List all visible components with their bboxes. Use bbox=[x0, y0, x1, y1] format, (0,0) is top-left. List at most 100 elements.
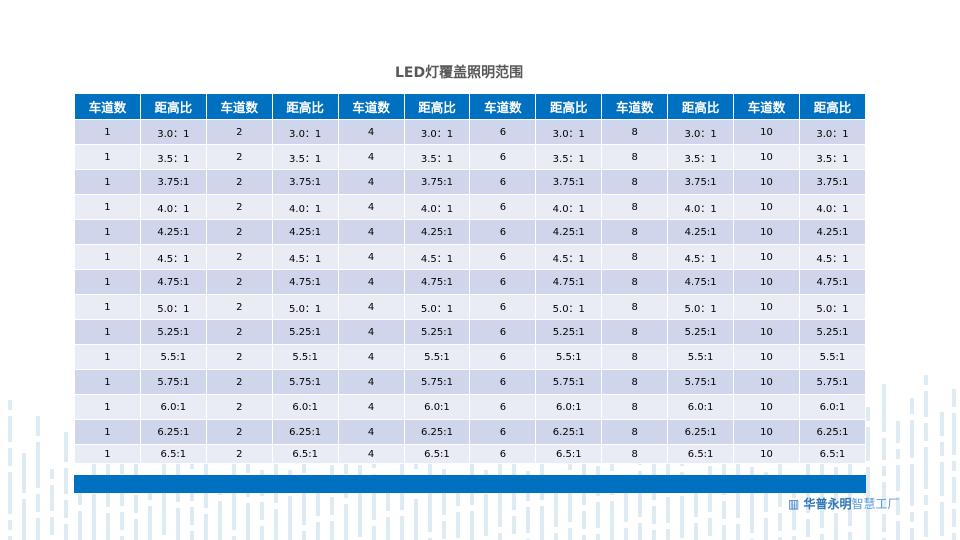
stripe bbox=[940, 462, 944, 496]
lane-count-cell: 4 bbox=[337, 244, 405, 270]
lane-count-cell: 10 bbox=[733, 169, 800, 195]
lane-count-cell: 10 bbox=[733, 319, 800, 345]
ratio-cell: 5.75:1 bbox=[667, 369, 735, 395]
stripe bbox=[582, 535, 586, 540]
ratio-cell: 5.75:1 bbox=[139, 369, 207, 395]
table-row: 1 4.25:1 2 4.25:1 4 4.25:1 6 4.25:1 8 4.25:1 10 4.2… bbox=[74, 219, 867, 245]
stripe bbox=[428, 460, 432, 480]
lane-count-cell: 4 bbox=[337, 319, 405, 345]
lane-count-cell: 8 bbox=[601, 144, 669, 170]
lane-count-cell: 2 bbox=[205, 219, 273, 245]
ratio-cell: 4.75:1 bbox=[139, 269, 207, 295]
stripe bbox=[666, 529, 670, 540]
lane-count-cell: 4 bbox=[337, 444, 405, 464]
lane-count-cell: 2 bbox=[205, 319, 273, 345]
stripe bbox=[924, 375, 928, 385]
stripe bbox=[22, 499, 26, 540]
stripe bbox=[498, 533, 502, 540]
stripe bbox=[400, 492, 404, 510]
stripe bbox=[568, 528, 572, 540]
lane-count-cell: 2 bbox=[205, 119, 273, 145]
lane-count-cell: 10 bbox=[733, 344, 800, 370]
lane-count-cell: 2 bbox=[205, 244, 273, 270]
stripe bbox=[106, 489, 110, 507]
stripe bbox=[8, 400, 12, 410]
stripe bbox=[260, 502, 264, 520]
lane-count-cell: 8 bbox=[601, 244, 669, 270]
stripe bbox=[848, 508, 852, 526]
lane-count-cell: 1 bbox=[74, 244, 141, 270]
ratio-cell: 6.5:1 bbox=[271, 444, 339, 464]
stripe bbox=[36, 518, 40, 540]
lane-count-cell: 1 bbox=[74, 319, 141, 345]
lane-count-cell: 1 bbox=[74, 219, 141, 245]
table-row: 1 3.5：1 2 3.5：1 4 3.5：1 6 3.5：1 8 3.5：1 10 3.5：1 bbox=[74, 144, 867, 170]
stripe bbox=[484, 494, 488, 536]
stripe bbox=[36, 416, 40, 436]
stripe bbox=[372, 526, 376, 540]
stripe bbox=[204, 514, 208, 540]
stripe bbox=[190, 507, 194, 525]
stripe bbox=[50, 485, 54, 511]
stripe bbox=[526, 507, 530, 533]
stripe bbox=[952, 461, 956, 471]
stripe bbox=[400, 516, 404, 540]
lane-count-cell: 6 bbox=[469, 269, 537, 295]
lane-count-cell: 8 bbox=[601, 419, 669, 445]
table-row: 1 5.25:1 2 5.25:1 4 5.25:1 6 5.25:1 8 5.25:1 10 5.2… bbox=[74, 319, 867, 345]
stripe bbox=[764, 518, 768, 540]
stripe bbox=[952, 413, 956, 455]
stripe bbox=[288, 496, 292, 540]
lane-count-cell: 10 bbox=[733, 144, 800, 170]
ratio-cell: 4.25:1 bbox=[139, 219, 207, 245]
lane-count-cell: 4 bbox=[337, 144, 405, 170]
ratio-cell: 6.25:1 bbox=[139, 419, 207, 445]
lane-count-cell: 10 bbox=[733, 294, 800, 320]
stripe bbox=[372, 474, 376, 520]
column-header: 车道数 bbox=[469, 93, 537, 120]
stripe bbox=[498, 455, 502, 475]
ratio-cell: 4.5：1 bbox=[403, 244, 471, 270]
column-header: 距高比 bbox=[667, 93, 735, 120]
ratio-cell: 5.5:1 bbox=[139, 344, 207, 370]
ratio-cell: 4.5：1 bbox=[271, 244, 339, 270]
column-header: 距高比 bbox=[403, 93, 471, 120]
stripe bbox=[596, 534, 600, 540]
stripe bbox=[882, 384, 886, 432]
lane-count-cell: 8 bbox=[601, 169, 669, 195]
ratio-cell: 6.25:1 bbox=[798, 419, 867, 445]
column-header: 车道数 bbox=[733, 93, 800, 120]
stripe bbox=[638, 523, 642, 540]
stripe bbox=[120, 480, 124, 506]
stripe bbox=[666, 497, 670, 523]
lane-count-cell: 4 bbox=[337, 344, 405, 370]
stripe bbox=[92, 494, 96, 540]
lane-count-cell: 6 bbox=[469, 194, 537, 220]
lane-count-cell: 6 bbox=[469, 319, 537, 345]
lane-count-cell: 2 bbox=[205, 294, 273, 320]
stripe bbox=[882, 482, 886, 508]
ratio-cell: 4.75:1 bbox=[403, 269, 471, 295]
ratio-cell: 4.25:1 bbox=[798, 219, 867, 245]
ratio-cell: 5.5:1 bbox=[271, 344, 339, 370]
stripe bbox=[8, 416, 12, 442]
ratio-cell: 5.0：1 bbox=[139, 294, 207, 320]
stripe bbox=[952, 389, 956, 407]
stripe bbox=[896, 465, 900, 491]
stripe bbox=[386, 481, 390, 511]
lane-count-cell: 2 bbox=[205, 169, 273, 195]
stripe bbox=[792, 488, 796, 498]
coverage-table: 车道数 距高比 车道数 距高比 车道数 距高比 车道数 距高比 车道数 距高比 车道数 距高比 1 3.… bbox=[74, 93, 867, 464]
stripe bbox=[498, 481, 502, 527]
stripe bbox=[414, 499, 418, 540]
stripe bbox=[910, 528, 914, 540]
stripe bbox=[36, 442, 40, 488]
table-row: 1 6.25:1 2 6.25:1 4 6.25:1 6 6.25:1 8 6.25:1 10 6.2… bbox=[74, 419, 867, 445]
table-row: 1 6.0:1 2 6.0:1 4 6.0:1 6 6.0:1 8 6.0:1 10 6.0:1 bbox=[74, 394, 867, 420]
ratio-cell: 4.0：1 bbox=[271, 194, 339, 220]
stripe bbox=[204, 490, 208, 508]
stripe bbox=[50, 517, 54, 535]
lane-count-cell: 1 bbox=[74, 394, 141, 420]
ratio-cell: 6.5:1 bbox=[139, 444, 207, 464]
stripe bbox=[470, 511, 474, 540]
